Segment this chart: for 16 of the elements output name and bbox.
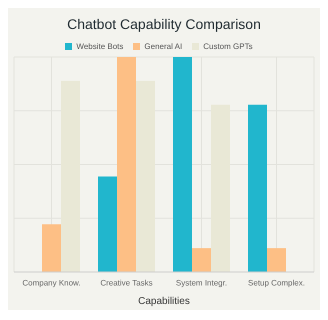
x-tick-label: Company Know. [22, 278, 81, 288]
x-tick-label: System Integr. [176, 278, 228, 288]
legend-label: Website Bots [76, 42, 124, 51]
legend-label: Custom GPTs [203, 42, 253, 51]
bar [117, 57, 136, 272]
bar [98, 176, 117, 272]
x-tick-label: Creative Tasks [100, 278, 153, 288]
legend-label: General AI [144, 42, 182, 51]
x-axis-title: Capabilities [138, 296, 190, 307]
x-tick-label: Setup Complex. [248, 278, 305, 288]
bar [248, 104, 267, 272]
bar [192, 248, 211, 272]
chart-title: Chatbot Capability Comparison [66, 15, 262, 34]
bar [42, 224, 61, 272]
bar [267, 248, 286, 272]
bar [173, 57, 192, 272]
